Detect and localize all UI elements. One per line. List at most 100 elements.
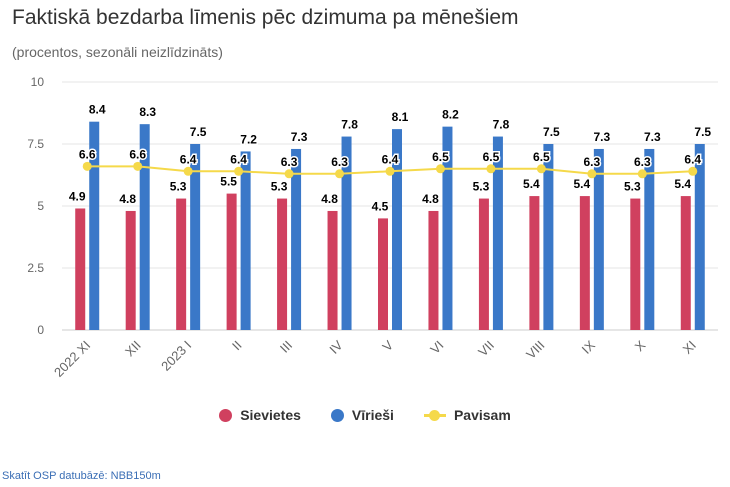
data-label-virieshi: 8.1 <box>392 110 409 124</box>
bar-virieshi[interactable] <box>593 148 604 330</box>
legend-label-pavisam: Pavisam <box>453 407 511 423</box>
point-pavisam[interactable] <box>486 164 496 174</box>
data-label-pavisam: 6.5 <box>533 150 550 164</box>
bar-virieshi[interactable] <box>644 148 655 330</box>
source-link[interactable]: Skatīt OSP datubāzē: NBB150m <box>2 470 161 482</box>
legend-item-virieshi[interactable]: Vīrieši <box>330 407 394 423</box>
x-tick-label: IV <box>326 337 346 357</box>
x-tick-label: XII <box>122 338 144 360</box>
bar-sievietes[interactable] <box>327 210 338 330</box>
chart-subtitle: (procentos, sezonāli neizlīdzināts) <box>12 44 223 60</box>
y-tick-label: 5 <box>37 199 44 213</box>
data-label-virieshi: 7.5 <box>543 125 560 139</box>
bar-sievietes[interactable] <box>125 210 136 330</box>
point-pavisam[interactable] <box>284 169 294 179</box>
bar-sievietes[interactable] <box>277 198 288 330</box>
legend-item-pavisam[interactable]: Pavisam <box>423 407 511 423</box>
point-pavisam[interactable] <box>435 164 445 174</box>
data-label-sievietes: 4.9 <box>69 189 86 203</box>
data-label-virieshi: 7.8 <box>341 118 358 132</box>
bar-sievietes[interactable] <box>630 198 641 330</box>
data-label-sievietes: 5.3 <box>170 180 187 194</box>
legend-item-sievietes[interactable]: Sievietes <box>219 407 301 423</box>
bar-sievietes[interactable] <box>428 210 439 330</box>
data-label-virieshi: 7.8 <box>493 118 510 132</box>
data-label-pavisam: 6.5 <box>432 150 449 164</box>
data-label-virieshi: 7.3 <box>644 130 661 144</box>
data-label-pavisam: 6.4 <box>180 152 197 166</box>
legend: Sievietes Vīrieši Pavisam <box>0 407 730 423</box>
data-labels: 4.9 8.4 6.6 4.8 8.3 6.6 5.3 7.5 6.4 5.5 7.2 6.4 5.3 7… <box>67 101 713 215</box>
x-tick-label: II <box>229 338 245 354</box>
y-tick-label: 10 <box>31 75 45 89</box>
data-label-sievietes: 4.5 <box>372 199 389 213</box>
bar-virieshi[interactable] <box>291 148 302 330</box>
legend-marker-pavisam <box>423 409 446 422</box>
point-pavisam[interactable] <box>385 166 395 176</box>
x-tick-label: V <box>379 337 396 354</box>
x-tick-label: VIII <box>523 338 547 362</box>
data-label-virieshi: 7.5 <box>694 125 711 139</box>
data-label-sievietes: 5.4 <box>674 177 691 191</box>
bar-sievietes[interactable] <box>529 196 540 330</box>
y-tick-label: 0 <box>37 323 44 337</box>
data-label-sievietes: 4.8 <box>119 192 136 206</box>
data-label-virieshi: 7.3 <box>594 130 611 144</box>
data-label-virieshi: 7.3 <box>291 130 308 144</box>
bar-virieshi[interactable] <box>240 151 251 330</box>
bar-virieshi[interactable] <box>543 144 554 330</box>
bar-sievietes[interactable] <box>75 208 86 330</box>
data-label-virieshi: 7.2 <box>240 132 257 146</box>
bar-sievietes[interactable] <box>378 218 388 330</box>
x-tick-label: X <box>632 337 649 354</box>
y-tick-label: 2.5 <box>27 261 44 275</box>
y-axis-ticks: 0 2.5 5 7.5 10 <box>27 75 44 337</box>
bar-virieshi[interactable] <box>139 124 150 330</box>
legend-label-sievietes: Sievietes <box>240 407 301 423</box>
data-label-pavisam: 6.4 <box>382 152 399 166</box>
bar-virieshi[interactable] <box>89 121 100 331</box>
point-pavisam[interactable] <box>82 161 92 171</box>
bar-sievietes[interactable] <box>680 196 691 330</box>
point-pavisam[interactable] <box>637 169 647 179</box>
bar-virieshi[interactable] <box>392 129 402 330</box>
point-pavisam[interactable] <box>335 169 345 179</box>
data-label-pavisam: 6.4 <box>684 152 701 166</box>
point-pavisam[interactable] <box>234 166 244 176</box>
data-label-virieshi: 8.4 <box>89 103 106 117</box>
data-label-pavisam: 6.6 <box>129 147 146 161</box>
bar-virieshi[interactable] <box>341 136 352 330</box>
data-label-pavisam: 6.3 <box>281 155 298 169</box>
chart-title: Faktiskā bezdarba līmenis pēc dzimuma pa… <box>12 6 519 29</box>
point-pavisam[interactable] <box>587 169 597 179</box>
bar-sievietes[interactable] <box>478 198 489 330</box>
x-tick-label: 2023 I <box>158 338 194 374</box>
bar-virieshi[interactable] <box>694 144 705 330</box>
point-pavisam[interactable] <box>536 164 546 174</box>
x-tick-label: VII <box>475 338 497 360</box>
grid-lines <box>62 81 718 331</box>
point-pavisam[interactable] <box>183 166 193 176</box>
x-tick-label: XI <box>680 338 699 357</box>
data-label-pavisam: 6.3 <box>584 155 601 169</box>
total-line <box>82 161 698 179</box>
data-label-pavisam: 6.6 <box>79 147 96 161</box>
legend-label-virieshi: Vīrieši <box>351 407 394 423</box>
bar-sievietes[interactable] <box>176 198 187 330</box>
x-tick-label: 2022 XI <box>51 338 93 380</box>
bars <box>75 121 705 331</box>
bar-virieshi[interactable] <box>442 126 453 330</box>
x-tick-label: VI <box>427 338 446 357</box>
point-pavisam[interactable] <box>688 166 698 176</box>
bar-virieshi[interactable] <box>190 144 201 330</box>
data-label-sievietes: 5.4 <box>574 177 591 191</box>
data-label-pavisam: 6.4 <box>230 152 247 166</box>
bar-virieshi[interactable] <box>492 136 503 330</box>
bar-sievietes[interactable] <box>579 196 590 330</box>
data-label-virieshi: 7.5 <box>190 125 207 139</box>
point-pavisam[interactable] <box>133 161 143 171</box>
data-label-sievietes: 5.5 <box>220 175 237 189</box>
bar-sievietes[interactable] <box>226 193 237 330</box>
data-label-pavisam: 6.3 <box>634 155 651 169</box>
y-tick-label: 7.5 <box>27 137 44 151</box>
